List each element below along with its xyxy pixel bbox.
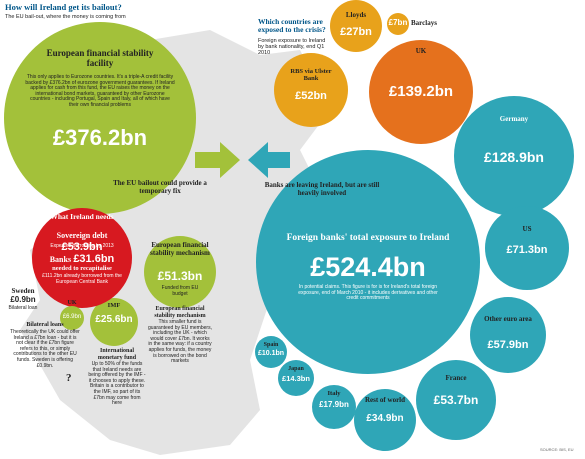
imf-circle [90, 298, 138, 346]
efsm-note: Funded from EU budget [161, 285, 199, 297]
debt-label: Sovereign debt [56, 231, 108, 240]
rest-world-amount: £34.9bn [366, 413, 404, 424]
efsm-circle [144, 236, 216, 308]
germany-label: Germany [499, 115, 529, 123]
banks-label: Banks [49, 255, 72, 264]
left-subtitle: The EU bail-out, where the money is comi… [5, 14, 126, 20]
spain-label: Spain [263, 342, 279, 348]
total-amount: £524.4bn [310, 252, 426, 282]
needs-circle [32, 208, 132, 308]
total-circle [256, 150, 480, 374]
rbs-circle [274, 53, 348, 127]
efsf-amount: £376.2bn [52, 125, 148, 150]
other-euro-amount: £57.9bn [487, 339, 529, 351]
right-arrow-text: Banks are leaving Ireland, but are still… [264, 181, 380, 197]
imf-box-title: International monetary fund [97, 348, 137, 361]
rest-world-label: Rest of world [364, 396, 406, 404]
imf-label: IMF [107, 302, 121, 309]
other-euro-circle [470, 297, 546, 373]
germany-amount: £128.9bn [484, 149, 544, 165]
japan-circle [278, 360, 314, 396]
uk-amount: £139.2bn [388, 83, 454, 100]
spain-amount: £10.1bn [257, 350, 285, 357]
germany-circle [454, 96, 574, 216]
uk-circle [369, 40, 473, 144]
right-title: Which countries are exposed to the crisi… [258, 17, 326, 35]
uk-label: UK [415, 47, 427, 55]
us-label: US [522, 225, 532, 233]
debt-note: Expected borrowing by 2013 [50, 243, 114, 249]
barclays-amount: £7bn [388, 18, 408, 27]
banks-note: needed to recapitalise [52, 265, 112, 272]
efsm-box-text: This smaller fund is guaranteed by EU me… [148, 319, 212, 365]
uk-loan-label: UK [67, 300, 77, 306]
lloyds-amount: £27bn [340, 26, 372, 38]
france-label: France [445, 374, 467, 382]
efsm-amount: £51.3bn [157, 269, 203, 283]
italy-label: Italy [327, 390, 341, 397]
needs-label: What Ireland needs [50, 212, 114, 221]
rbs-label: RBS via Ulster Bank [290, 68, 332, 83]
lloyds-label: Lloyds [345, 11, 367, 19]
bilateral-title: Bilateral loans [26, 322, 64, 328]
efsf-note: This only applies to Eurozone countries.… [25, 74, 175, 108]
italy-circle [312, 385, 356, 429]
arrow-right [195, 142, 240, 178]
sweden-label: Sweden [11, 287, 35, 295]
question-mark: ? [66, 372, 72, 384]
efsf-label: European financial stability facility [46, 48, 154, 69]
japan-amount: £14.3bn [282, 374, 310, 383]
rest-world-circle [354, 389, 416, 451]
spain-circle [255, 336, 287, 368]
uk-loan-circle [60, 306, 84, 330]
left-title: How will Ireland get its bailout? [5, 2, 122, 12]
banks-detail: £111.2bn already borrowed from the Europ… [42, 273, 122, 285]
sweden-amount: £0.9bn [10, 295, 36, 304]
efsm-label: European financial stability mechanism [150, 241, 210, 257]
uk-loan-amount: £6.9bn [62, 314, 82, 320]
us-circle [485, 206, 569, 290]
arrow-left [248, 142, 290, 178]
barclays-label: Barclays [411, 19, 437, 27]
efsm-box-title: European financial stability mechanism [154, 306, 206, 319]
imf-amount: £25.6bn [95, 314, 133, 325]
right-subtitle: Foreign exposure to Ireland by bank nati… [258, 38, 326, 57]
other-euro-label: Other euro area [484, 315, 532, 323]
total-label: Foreign banks' total exposure to Ireland [286, 233, 450, 243]
us-amount: £71.3bn [506, 244, 548, 256]
efsf-circle [4, 22, 196, 214]
barclays-circle [387, 13, 409, 35]
debt-amount: £53.9bn [61, 240, 103, 253]
bilateral-text: Theoretically the UK could offer Ireland… [10, 329, 80, 369]
imf-box-text: Up to 50% of the funds that Ireland need… [88, 361, 146, 407]
france-circle [416, 360, 496, 440]
france-amount: £53.7bn [433, 393, 479, 407]
left-arrow-text: The EU bailout could provide a temporary… [113, 179, 207, 195]
japan-label: Japan [288, 366, 304, 372]
total-note: In potential claims. This figure is for … [298, 284, 438, 302]
banks-amount: £31.6bn [73, 253, 115, 265]
sweden-note: Bilateral loan [8, 305, 38, 311]
rbs-amount: £52bn [295, 90, 327, 102]
italy-amount: £17.9bn [319, 400, 349, 409]
source: SOURCE: BIS, EU [540, 447, 574, 452]
lloyds-circle [330, 0, 382, 52]
